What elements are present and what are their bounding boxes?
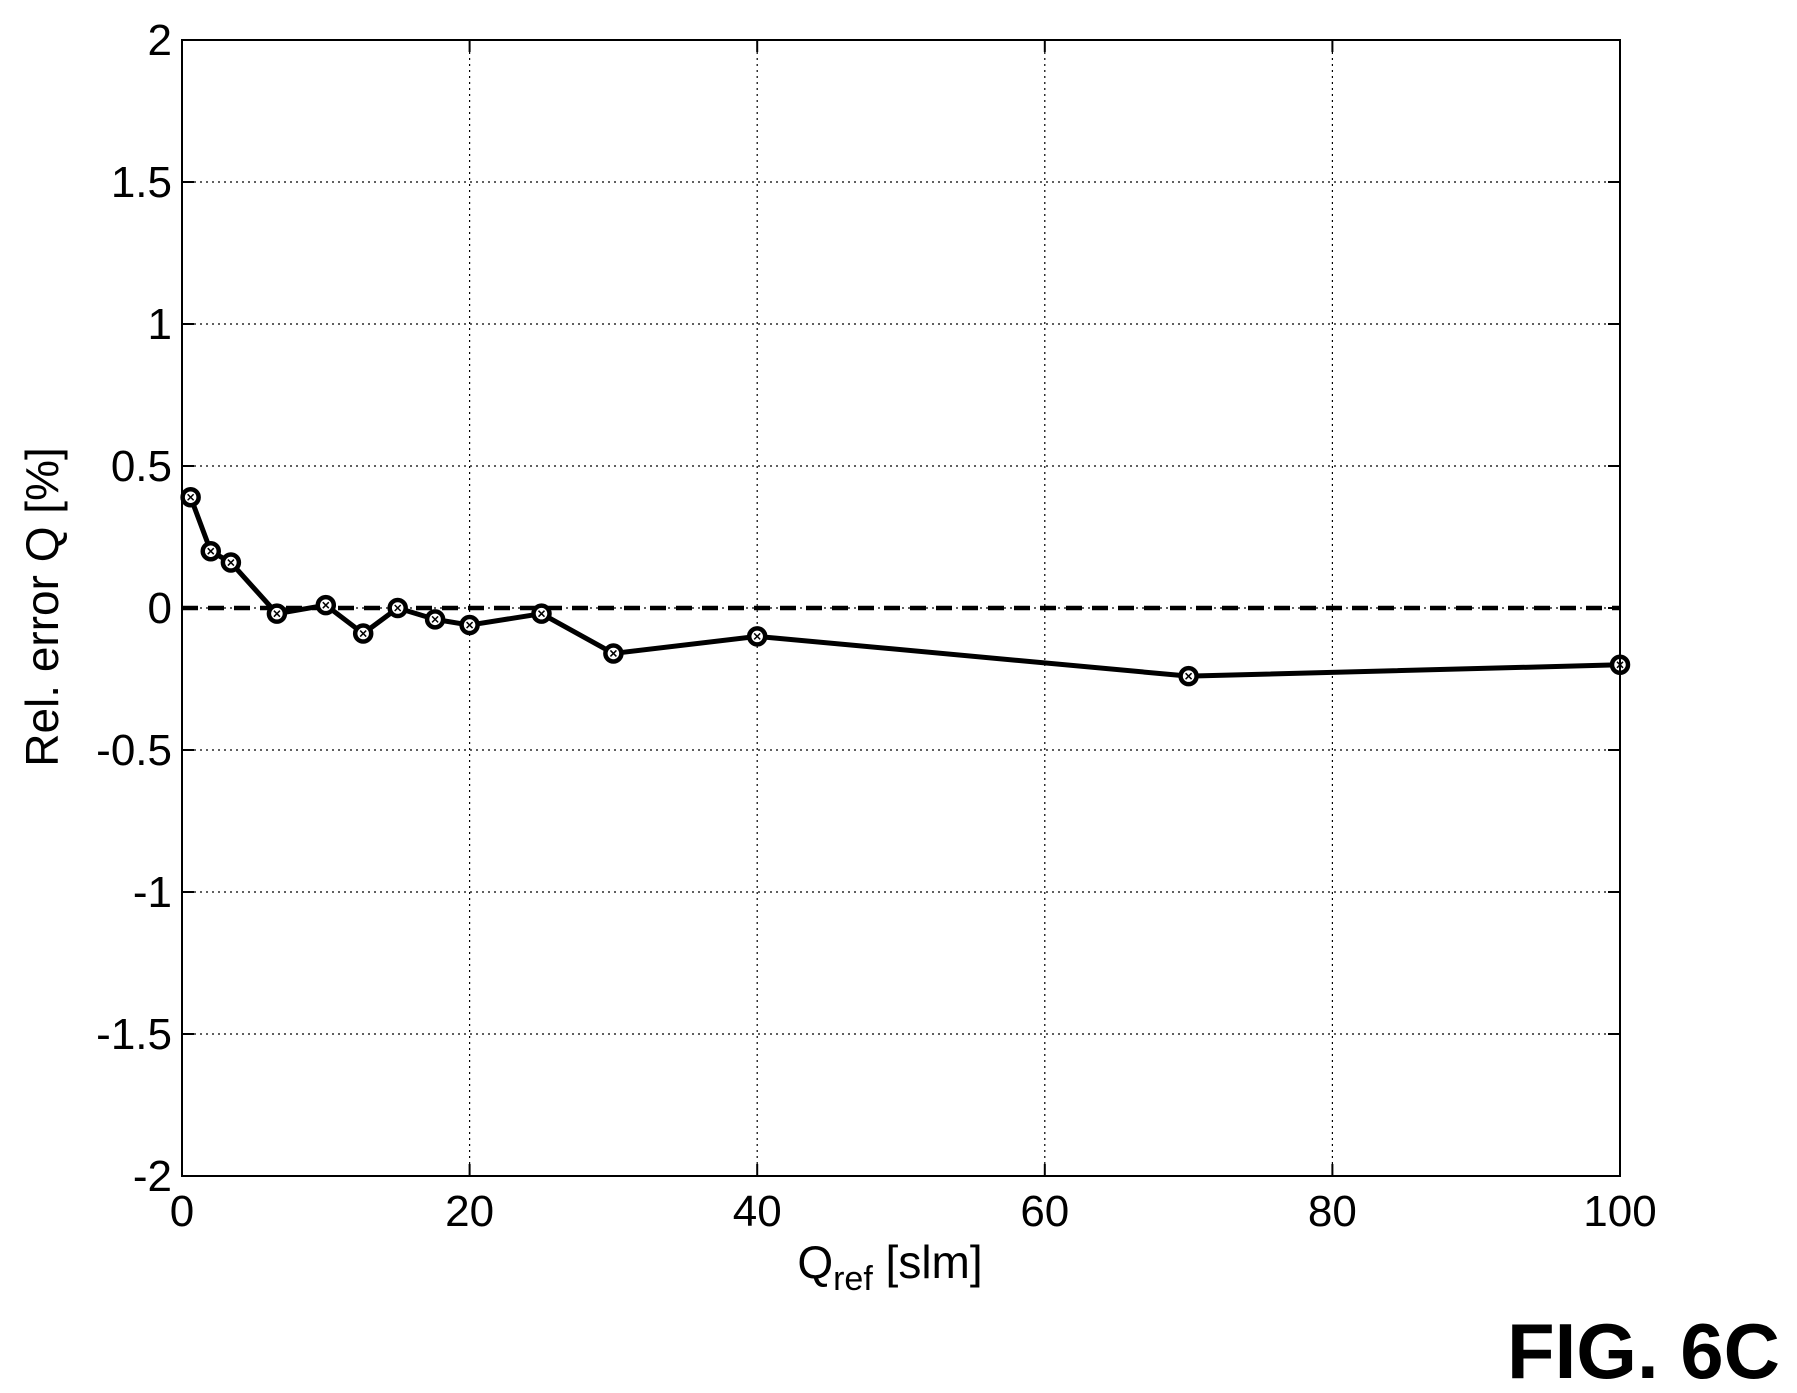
y-tick-label: 1.5 [111, 158, 172, 207]
x-axis-label-subscript: ref [833, 1260, 873, 1298]
data-point [746, 626, 768, 647]
y-tick-label: -1 [133, 868, 172, 917]
y-tick-label: -2 [133, 1152, 172, 1201]
x-tick-label: 40 [733, 1187, 782, 1236]
y-tick-label: -1.5 [96, 1010, 172, 1059]
data-point [266, 603, 288, 624]
y-axis-ticks: -2 -1.5 -1 -0.5 0 0.5 1 1.5 2 [96, 16, 1620, 1201]
data-point [603, 643, 624, 664]
data-point [315, 594, 337, 616]
data-points [180, 486, 1631, 687]
data-point [424, 609, 446, 630]
y-axis-label: Rel. error Q [%] [16, 447, 68, 767]
x-tick-label: 0 [170, 1187, 194, 1236]
y-tick-label: 1 [148, 300, 172, 349]
y-tick-label: 0.5 [111, 442, 172, 491]
x-tick-label: 100 [1583, 1187, 1656, 1236]
data-point [531, 603, 552, 624]
x-tick-label: 20 [445, 1187, 494, 1236]
x-axis-label-unit: [slm] [873, 1236, 983, 1288]
x-tick-label: 80 [1308, 1187, 1357, 1236]
figure-label: FIG. 6C [1507, 1307, 1780, 1393]
data-point [352, 623, 374, 644]
x-axis-label-main: Q [797, 1236, 833, 1288]
data-point [220, 552, 242, 573]
data-point [387, 597, 408, 619]
y-tick-label: 2 [148, 16, 172, 65]
data-point [200, 540, 222, 562]
y-tick-label: 0 [148, 584, 172, 633]
data-point [1178, 665, 1199, 687]
data-point [180, 486, 201, 508]
x-tick-label: 60 [1020, 1187, 1069, 1236]
data-point [459, 614, 480, 636]
y-tick-label: -0.5 [96, 726, 172, 775]
x-axis-label: Qref [slm] [797, 1236, 982, 1298]
series-line [188, 496, 1621, 679]
x-axis-ticks: 0 20 40 60 80 100 [170, 40, 1657, 1236]
